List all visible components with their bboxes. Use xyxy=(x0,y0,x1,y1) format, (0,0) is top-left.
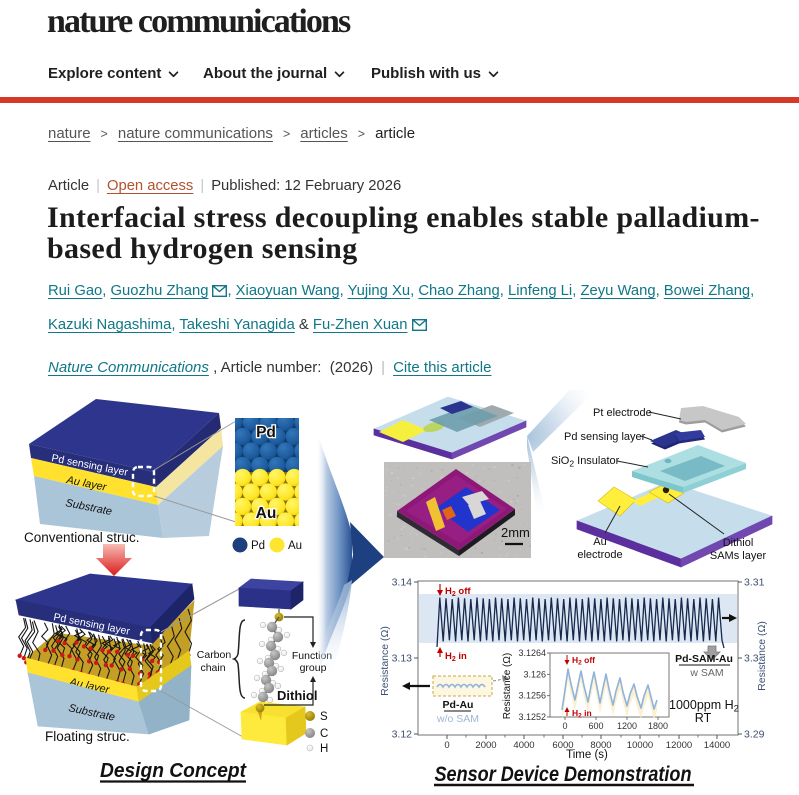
svg-text:3.1256: 3.1256 xyxy=(518,691,546,701)
svg-text:electrode: electrode xyxy=(577,549,622,561)
svg-text:w SAM: w SAM xyxy=(689,667,723,679)
svg-text:600: 600 xyxy=(588,721,603,731)
svg-text:S: S xyxy=(320,711,328,723)
svg-text:C: C xyxy=(320,728,328,740)
svg-text:1000ppm H2: 1000ppm H2 xyxy=(669,698,739,715)
svg-text:1200: 1200 xyxy=(617,721,637,731)
svg-text:Conventional struc.: Conventional struc. xyxy=(24,530,140,545)
svg-text:w/o SAM: w/o SAM xyxy=(436,713,479,725)
svg-text:Pd sensing layer: Pd sensing layer xyxy=(564,431,646,443)
svg-text:2000: 2000 xyxy=(475,740,496,751)
svg-text:Dithiol: Dithiol xyxy=(723,537,754,549)
svg-text:6000: 6000 xyxy=(552,740,573,751)
svg-text:3.126: 3.126 xyxy=(523,669,546,679)
svg-text:Resistance (Ω): Resistance (Ω) xyxy=(502,653,513,719)
svg-text:Pt electrode: Pt electrode xyxy=(593,407,652,419)
svg-text:SiO2 Insulator: SiO2 Insulator xyxy=(551,455,620,469)
svg-text:Dithiol: Dithiol xyxy=(277,688,317,703)
svg-text:Resistance (Ω): Resistance (Ω) xyxy=(379,626,391,696)
svg-text:3.29: 3.29 xyxy=(744,729,765,741)
svg-text:Sensor Device Demonstration: Sensor Device Demonstration xyxy=(435,763,692,786)
svg-text:3.13: 3.13 xyxy=(392,653,413,665)
svg-text:2mm: 2mm xyxy=(501,525,530,540)
svg-text:3.1264: 3.1264 xyxy=(518,648,546,658)
svg-text:H2 in: H2 in xyxy=(572,708,592,720)
svg-text:10000: 10000 xyxy=(627,740,653,751)
svg-text:Pd-Au: Pd-Au xyxy=(443,699,474,711)
svg-text:0: 0 xyxy=(562,721,567,731)
svg-text:RT: RT xyxy=(695,711,712,725)
svg-text:8000: 8000 xyxy=(590,740,611,751)
svg-text:3.31: 3.31 xyxy=(744,577,765,589)
svg-text:group: group xyxy=(300,662,327,674)
svg-text:chain: chain xyxy=(200,662,225,674)
svg-text:Pd-SAM-Au: Pd-SAM-Au xyxy=(675,653,733,665)
svg-text:Floating struc.: Floating struc. xyxy=(45,729,130,744)
svg-text:14000: 14000 xyxy=(704,740,730,751)
svg-text:H2 off: H2 off xyxy=(572,655,595,667)
svg-text:1800: 1800 xyxy=(648,721,668,731)
svg-text:3.12: 3.12 xyxy=(392,729,413,741)
svg-text:SAMs layer: SAMs layer xyxy=(710,550,767,562)
svg-text:H2 off: H2 off xyxy=(445,586,471,598)
svg-text:Au: Au xyxy=(593,536,606,548)
svg-text:Au: Au xyxy=(256,505,277,522)
svg-text:4000: 4000 xyxy=(513,740,534,751)
svg-text:Resistance (Ω): Resistance (Ω) xyxy=(756,621,768,691)
svg-text:0: 0 xyxy=(444,740,449,751)
svg-text:Design Concept: Design Concept xyxy=(100,760,247,782)
svg-text:3.1252: 3.1252 xyxy=(518,712,546,722)
svg-text:12000: 12000 xyxy=(666,740,692,751)
svg-text:3.3: 3.3 xyxy=(744,653,759,665)
svg-text:Pd: Pd xyxy=(256,424,276,441)
svg-text:H2 in: H2 in xyxy=(445,651,467,663)
svg-text:Carbon: Carbon xyxy=(197,649,232,661)
svg-text:3.14: 3.14 xyxy=(392,577,413,589)
svg-text:Pd: Pd xyxy=(251,540,265,552)
svg-text:Au: Au xyxy=(288,540,302,552)
svg-text:H: H xyxy=(320,743,328,755)
svg-text:Time (s): Time (s) xyxy=(566,749,608,761)
